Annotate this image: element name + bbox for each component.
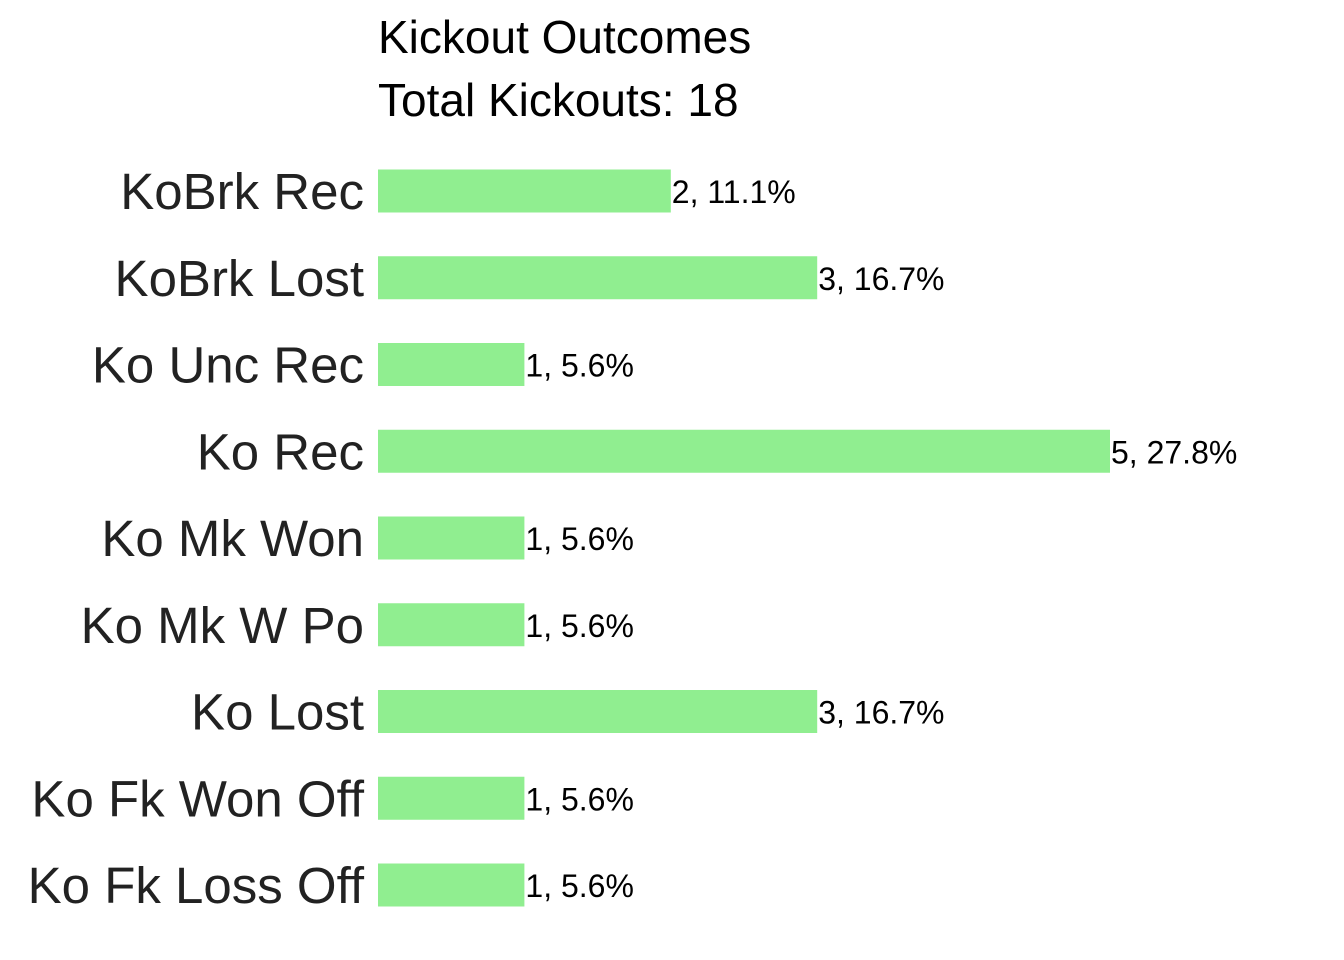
category-label-7: Ko Fk Won Off [31,770,364,827]
chart-title: Kickout Outcomes [378,11,751,63]
category-label-5: Ko Mk W Po [81,597,364,654]
data-label-2: 1, 5.6% [525,348,634,384]
category-label-1: KoBrk Lost [115,250,364,307]
bar-0 [378,169,671,213]
data-label-0: 2, 11.1% [672,174,796,210]
category-label-2: Ko Unc Rec [92,337,364,394]
data-label-6: 3, 16.7% [818,695,944,731]
category-label-6: Ko Lost [191,684,364,741]
bars-group: KoBrk Rec 2, 11.1% KoBrk Lost 3, 16.7% Ko Un… [28,163,1238,914]
bar-2 [378,343,525,386]
bar-5 [378,603,525,647]
data-label-8: 1, 5.6% [525,868,634,904]
data-label-4: 1, 5.6% [525,521,634,557]
data-label-3: 5, 27.8% [1111,434,1237,470]
bar-8 [378,863,525,907]
category-label-0: KoBrk Rec [120,163,364,220]
bar-7 [378,776,525,820]
category-label-8: Ko Fk Loss Off [28,857,365,914]
category-label-4: Ko Mk Won [101,510,364,567]
bar-6 [378,690,818,733]
data-label-7: 1, 5.6% [525,781,634,817]
chart-subtitle: Total Kickouts: 18 [378,74,739,126]
bar-1 [378,256,818,300]
data-label-5: 1, 5.6% [525,608,634,644]
bar-3 [378,429,1110,473]
category-label-3: Ko Rec [197,423,364,480]
data-label-1: 3, 16.7% [818,261,944,297]
bar-4 [378,516,525,560]
